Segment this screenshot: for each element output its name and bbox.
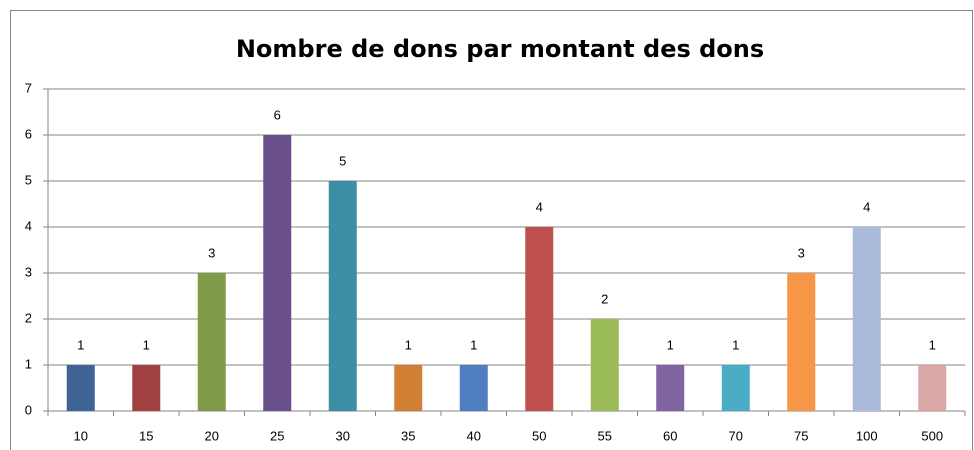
bar <box>656 365 685 411</box>
bar <box>197 273 226 411</box>
data-label: 1 <box>667 337 674 352</box>
bar <box>852 227 881 411</box>
y-tick-label: 3 <box>25 264 32 279</box>
bar <box>132 365 161 411</box>
x-tick-label: 55 <box>598 428 612 443</box>
data-label: 1 <box>732 337 739 352</box>
chart-title: Nombre de dons par montant des dons <box>236 35 764 63</box>
bar <box>394 365 423 411</box>
data-label: 1 <box>143 337 150 352</box>
x-tick-label: 50 <box>532 428 546 443</box>
data-label: 3 <box>798 245 805 260</box>
data-label: 1 <box>470 337 477 352</box>
x-tick-label: 60 <box>663 428 677 443</box>
data-label: 3 <box>208 245 215 260</box>
y-tick-label: 0 <box>25 402 32 417</box>
bar <box>66 365 95 411</box>
x-tick-label: 70 <box>729 428 743 443</box>
bar <box>918 365 947 411</box>
data-label: 1 <box>77 337 84 352</box>
data-label: 2 <box>601 291 608 306</box>
data-label: 6 <box>274 107 281 122</box>
bar <box>525 227 554 411</box>
y-tick-label: 7 <box>25 80 32 95</box>
y-tick-label: 5 <box>25 172 32 187</box>
data-label: 1 <box>405 337 412 352</box>
x-tick-label: 500 <box>921 428 943 443</box>
bar <box>721 365 750 411</box>
y-tick-label: 1 <box>25 356 32 371</box>
bar <box>263 135 292 411</box>
x-tick-label: 15 <box>139 428 153 443</box>
bar <box>787 273 816 411</box>
x-tick-label: 30 <box>336 428 350 443</box>
x-tick-label: 20 <box>205 428 219 443</box>
bar <box>328 181 357 411</box>
x-tick-label: 100 <box>856 428 878 443</box>
data-label: 5 <box>339 153 346 168</box>
x-tick-label: 25 <box>270 428 284 443</box>
x-tick-label: 40 <box>467 428 481 443</box>
y-tick-label: 2 <box>25 310 32 325</box>
x-tick-label: 10 <box>74 428 88 443</box>
y-tick-label: 4 <box>25 218 32 233</box>
data-label: 4 <box>863 199 870 214</box>
data-label: 4 <box>536 199 543 214</box>
bar <box>459 365 488 411</box>
x-tick-label: 35 <box>401 428 415 443</box>
x-tick-label: 75 <box>794 428 808 443</box>
bar <box>590 319 619 411</box>
data-label: 1 <box>929 337 936 352</box>
y-tick-label: 6 <box>25 126 32 141</box>
